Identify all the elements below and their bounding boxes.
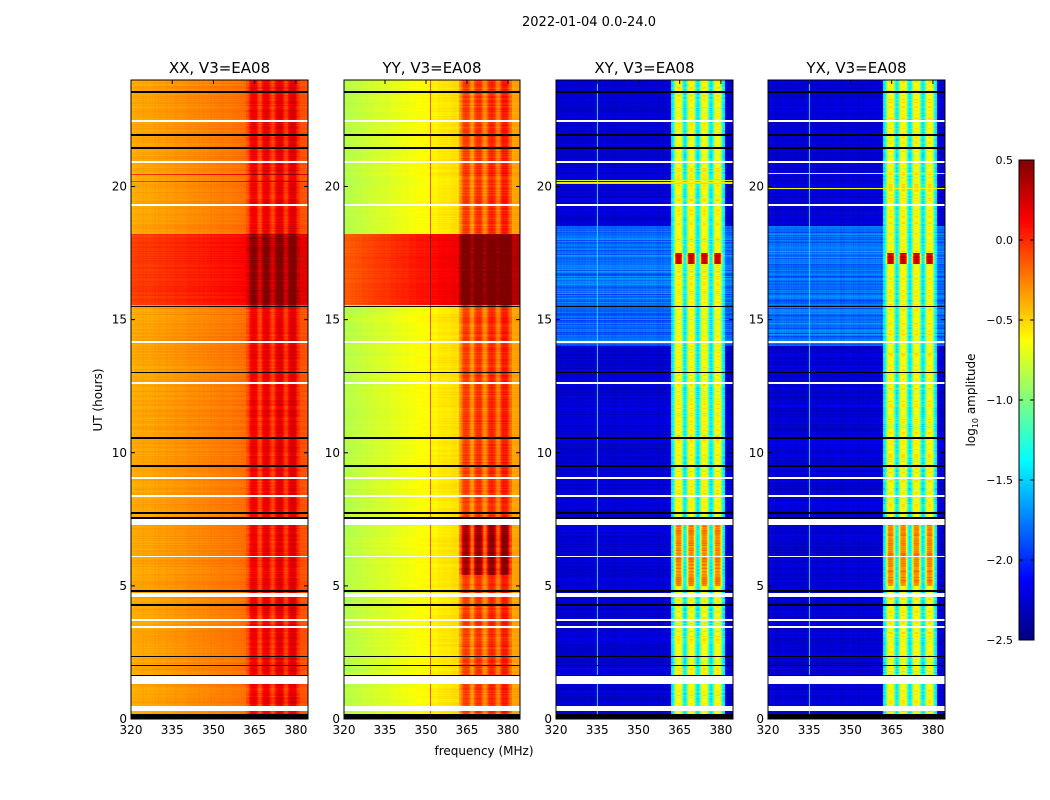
panel-title: YY, V3=EA08 [381,59,481,77]
heatmap-xy [556,80,733,719]
y-tick-label: 15 [112,313,127,327]
figure-title: 2022-01-04 0.0-24.0 [522,15,656,30]
panel-frame [767,79,946,720]
y-tick-label: 5 [332,579,340,593]
x-tick-label: 365 [456,723,479,737]
x-tick-label: 380 [284,723,307,737]
x-tick-label: 320 [757,723,780,737]
y-tick-label: 0 [332,712,340,726]
colorbar-label-rest: amplitude [964,354,978,418]
x-tick-label: 365 [880,723,903,737]
y-tick-label: 10 [325,446,340,460]
panel-title: XY, V3=EA08 [594,59,694,77]
heatmap-xx [131,80,308,719]
y-tick-label: 0 [544,712,552,726]
y-tick-label: 20 [749,180,764,194]
panel-frame [555,79,734,720]
x-tick-label: 335 [586,723,609,737]
y-tick-label: 20 [112,180,127,194]
panel-xx: XX, V3=EA08 320 335 350 365 380 0 5 10 15 20 [112,59,309,737]
x-tick-label: 350 [415,723,438,737]
x-tick-label: 335 [374,723,397,737]
x-tick-label: 380 [921,723,944,737]
panel-frame [130,79,309,720]
y-tick-label: 10 [112,446,127,460]
x-tick-label: 320 [333,723,356,737]
panel-frame [343,79,521,720]
colorbar-tick-label: −0.5 [986,314,1013,327]
colorbar-label-sub: 10 [971,418,980,428]
heatmap-yx [768,80,945,719]
x-tick-label: 320 [545,723,568,737]
x-tick-label: 335 [798,723,821,737]
colorbar-tick-label: 0.0 [996,234,1014,247]
colorbar-tick-label: 0.5 [996,154,1014,167]
x-tick-label: 350 [627,723,650,737]
x-tick-label: 365 [668,723,691,737]
panel-yy: YY, V3=EA08 320 335 350 365 380 0 5 10 15 20 [325,59,521,737]
x-tick-label: 335 [161,723,184,737]
y-tick-label: 5 [119,579,127,593]
y-tick-label: 5 [756,579,764,593]
y-tick-label: 15 [537,313,552,327]
x-tick-label: 350 [202,723,225,737]
colorbar [1019,160,1034,640]
y-tick-label: 10 [537,446,552,460]
x-tick-label: 380 [709,723,732,737]
heatmap-yy [344,80,520,719]
colorbar-tick-label: −1.0 [986,394,1013,407]
y-tick-label: 0 [119,712,127,726]
x-tick-label: 365 [243,723,266,737]
y-tick-label: 15 [749,313,764,327]
colorbar-tick-label: −2.0 [986,554,1013,567]
colorbar-label-log: log [964,428,978,446]
colorbar-label: log10 amplitude [964,354,980,447]
y-tick-label: 10 [749,446,764,460]
y-axis-label: UT (hours) [91,368,105,431]
x-tick-label: 350 [839,723,862,737]
y-tick-label: 20 [537,180,552,194]
panel-title: YX, V3=EA08 [805,59,906,77]
colorbar-axis: 0.5 0.0 −0.5 −1.0 −1.5 −2.0 −2.5 [986,154,1035,647]
panel-yx: YX, V3=EA08 320 335 350 365 380 0 5 10 15 20 [749,59,946,737]
y-tick-label: 0 [756,712,764,726]
colorbar-tick-label: −1.5 [986,474,1013,487]
y-tick-label: 5 [544,579,552,593]
y-tick-label: 20 [325,180,340,194]
panel-title: XX, V3=EA08 [169,59,270,77]
panel-xy: XY, V3=EA08 320 335 350 365 380 0 5 10 15 20 [537,59,734,737]
x-tick-label: 380 [497,723,520,737]
y-tick-label: 15 [325,313,340,327]
x-tick-label: 320 [120,723,143,737]
colorbar-tick-label: −2.5 [986,634,1013,647]
x-axis-label: frequency (MHz) [434,744,533,758]
